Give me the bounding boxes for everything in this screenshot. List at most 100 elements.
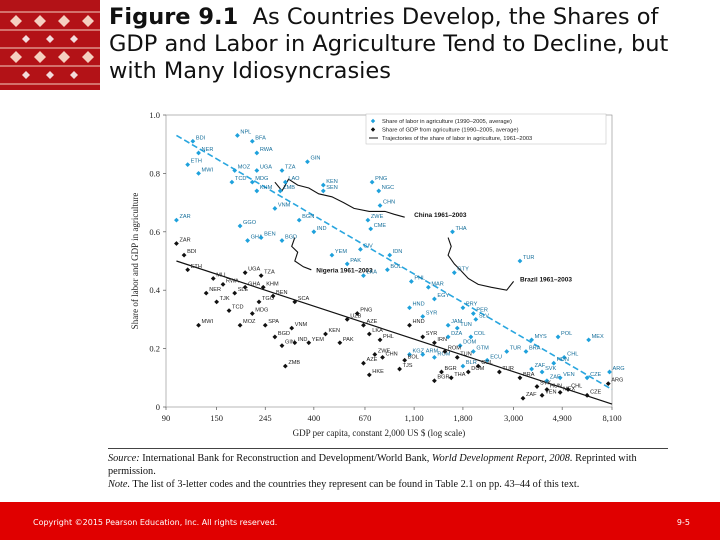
point-label: COL bbox=[481, 360, 493, 366]
trend-line bbox=[176, 134, 613, 391]
point-label: BFA bbox=[255, 135, 266, 141]
labor-point bbox=[384, 267, 390, 273]
gdp-point bbox=[475, 363, 481, 369]
labor-point bbox=[237, 223, 243, 229]
source-note: Source: International Bank for Reconstru… bbox=[108, 452, 668, 491]
point-label: MAR bbox=[431, 281, 443, 287]
labor-point bbox=[229, 179, 235, 185]
trajectory-label: China 1961–2003 bbox=[414, 212, 467, 219]
point-label: PNG bbox=[375, 176, 387, 182]
labor-point bbox=[296, 217, 302, 223]
figure-label: Figure 9.1 bbox=[109, 4, 239, 30]
point-label: DOM bbox=[471, 366, 484, 372]
point-label: ARM bbox=[426, 348, 439, 354]
labor-point bbox=[279, 238, 285, 243]
point-label: VEN bbox=[545, 389, 557, 395]
labor-point bbox=[408, 279, 414, 284]
point-label: SCA bbox=[298, 296, 310, 302]
gdp-point bbox=[432, 378, 437, 384]
labor-point bbox=[320, 188, 326, 194]
point-label: YEM bbox=[312, 337, 324, 343]
point-label: IRN bbox=[437, 337, 447, 343]
point-label: EGY bbox=[437, 293, 449, 299]
labor-point bbox=[432, 354, 437, 360]
labor-point bbox=[470, 311, 476, 316]
labor-point bbox=[368, 226, 374, 232]
gdp-point bbox=[210, 276, 216, 281]
point-label: CZE bbox=[590, 389, 601, 395]
point-label: MEX bbox=[592, 334, 604, 340]
labor-point bbox=[232, 168, 238, 173]
labor-point bbox=[529, 337, 535, 343]
gdp-point bbox=[402, 357, 408, 363]
point-label: JAM bbox=[451, 319, 463, 325]
gdp-point bbox=[534, 384, 540, 389]
point-label: ZMB bbox=[283, 185, 295, 191]
labor-point bbox=[258, 235, 264, 241]
point-label: CME bbox=[374, 223, 387, 229]
labor-point bbox=[365, 217, 371, 223]
point-label: KEN bbox=[329, 328, 341, 334]
x-tick-label: 150 bbox=[210, 413, 223, 423]
labor-point bbox=[523, 349, 529, 354]
point-label: PRY bbox=[466, 302, 478, 308]
point-label: ZWE bbox=[371, 214, 384, 220]
labor-point bbox=[470, 349, 476, 354]
point-label: SLE bbox=[238, 287, 249, 293]
point-label: ZAF bbox=[526, 392, 537, 398]
gdp-point bbox=[203, 290, 209, 296]
trajectory-label: Nigeria 1961–2003 bbox=[316, 268, 373, 275]
point-label: TUR bbox=[510, 346, 522, 352]
point-label: NGC bbox=[382, 185, 394, 191]
point-label: IND bbox=[298, 337, 308, 343]
x-tick-label: 4,900 bbox=[553, 413, 572, 423]
point-label: MOZ bbox=[238, 164, 251, 170]
x-tick-label: 670 bbox=[359, 413, 372, 423]
gdp-point bbox=[380, 354, 385, 360]
point-label: SEN bbox=[326, 185, 338, 191]
gdp-point bbox=[439, 369, 444, 375]
gdp-point bbox=[465, 369, 471, 375]
labor-point bbox=[544, 378, 550, 384]
figure-title-text: As Countries Develop, the Shares of GDP … bbox=[109, 4, 669, 84]
gdp-point bbox=[306, 340, 312, 346]
gdp-point bbox=[605, 381, 611, 387]
labor-point bbox=[329, 252, 335, 258]
point-label: PHL bbox=[414, 275, 425, 281]
point-label: GTM bbox=[476, 346, 489, 352]
point-label: RWA bbox=[260, 147, 273, 153]
gdp-point bbox=[344, 317, 350, 322]
point-label: BDI bbox=[187, 249, 197, 255]
labor-point bbox=[196, 150, 201, 156]
gdp-point bbox=[323, 331, 328, 337]
labor-point bbox=[586, 337, 592, 343]
x-tick-label: 400 bbox=[307, 413, 320, 423]
point-label: PAK bbox=[350, 258, 361, 264]
point-label: SYR bbox=[426, 331, 438, 337]
point-label: BGN bbox=[302, 214, 314, 220]
labor-point bbox=[249, 179, 255, 185]
labor-point bbox=[468, 334, 474, 340]
point-label: TZA bbox=[264, 270, 275, 276]
gdp-point bbox=[366, 331, 372, 337]
gdp-point bbox=[237, 322, 243, 328]
copyright-text: Copyright ©2015 Pearson Education, Inc. … bbox=[33, 518, 278, 527]
point-label: THA bbox=[455, 226, 466, 232]
point-label: CHL bbox=[567, 351, 578, 357]
point-label: LKA bbox=[372, 328, 383, 334]
legend-marker bbox=[370, 118, 376, 124]
point-label: SLV bbox=[479, 313, 489, 319]
point-label: PER bbox=[476, 308, 488, 314]
gdp-point bbox=[272, 334, 278, 340]
point-label: ZAR bbox=[179, 237, 190, 243]
labor-point bbox=[539, 369, 545, 375]
point-label: ARG bbox=[611, 378, 623, 384]
point-label: THA bbox=[454, 372, 465, 378]
gdp-point bbox=[289, 325, 295, 331]
point-label: ECU bbox=[490, 354, 502, 360]
gdp-point bbox=[377, 337, 383, 343]
labor-point bbox=[561, 354, 567, 360]
gdp-point bbox=[292, 299, 298, 305]
point-label: NER bbox=[209, 287, 221, 293]
point-label: MLI bbox=[216, 273, 226, 279]
